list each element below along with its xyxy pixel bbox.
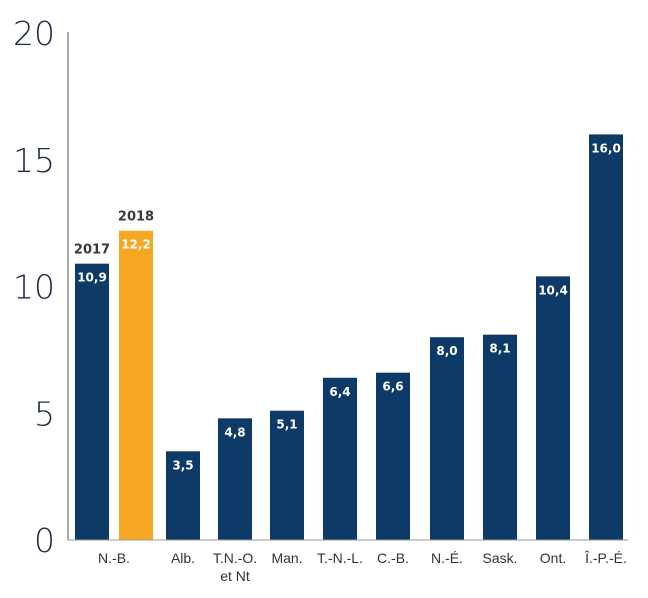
y-tick-label: 5 <box>34 394 55 433</box>
y-tick-label: 15 <box>13 141 55 180</box>
data-label: 3,5 <box>172 458 193 472</box>
data-label: 12,2 <box>121 238 151 252</box>
y-tick-label: 20 <box>13 14 55 53</box>
year-label: 2018 <box>118 210 154 225</box>
bar <box>270 410 304 540</box>
data-label: 16,0 <box>591 141 621 155</box>
bar <box>376 372 410 540</box>
x-tick-label: et Nt <box>220 568 250 584</box>
bar <box>430 337 464 540</box>
x-tick-label: N.-B. <box>98 550 130 566</box>
data-label: 6,6 <box>382 380 403 394</box>
x-tick-label: Î.-P.-É. <box>584 550 627 566</box>
bar <box>323 377 357 540</box>
y-tick-label: 10 <box>13 268 55 307</box>
data-label: 4,8 <box>224 425 245 439</box>
data-label: 8,0 <box>436 344 457 358</box>
x-tick-label: Man. <box>271 550 302 566</box>
y-tick-label: 0 <box>34 521 55 560</box>
data-label: 10,9 <box>77 271 107 285</box>
x-tick-label: Sask. <box>482 550 517 566</box>
data-label: 10,4 <box>538 283 568 297</box>
data-label: 8,1 <box>489 342 510 356</box>
bar <box>536 276 570 540</box>
bars-group: 10,9 2017 12,2 2018 3,5 4,8 5,1 6,4 6,6 8,0 8,1 10,… <box>74 134 623 541</box>
year-label: 2017 <box>74 243 110 258</box>
bar <box>75 263 109 540</box>
x-tick-label: T.N.-O. <box>213 550 257 566</box>
bar <box>589 134 623 540</box>
bar <box>119 230 153 541</box>
y-axis: 0 5 10 15 20 <box>13 14 69 560</box>
x-axis: N.-B. Alb. T.N.-O. et Nt Man. T.-N.-L. C.-B. N.… <box>68 539 628 584</box>
bar <box>218 418 252 540</box>
bar <box>483 334 517 540</box>
data-label: 6,4 <box>329 385 350 399</box>
x-tick-label: Ont. <box>540 550 566 566</box>
x-tick-label: N.-É. <box>431 550 463 566</box>
x-tick-label: T.-N.-L. <box>317 550 363 566</box>
bar <box>166 451 200 540</box>
x-tick-label: C.-B. <box>377 550 409 566</box>
x-tick-label: Alb. <box>171 550 195 566</box>
data-label: 5,1 <box>276 418 297 432</box>
